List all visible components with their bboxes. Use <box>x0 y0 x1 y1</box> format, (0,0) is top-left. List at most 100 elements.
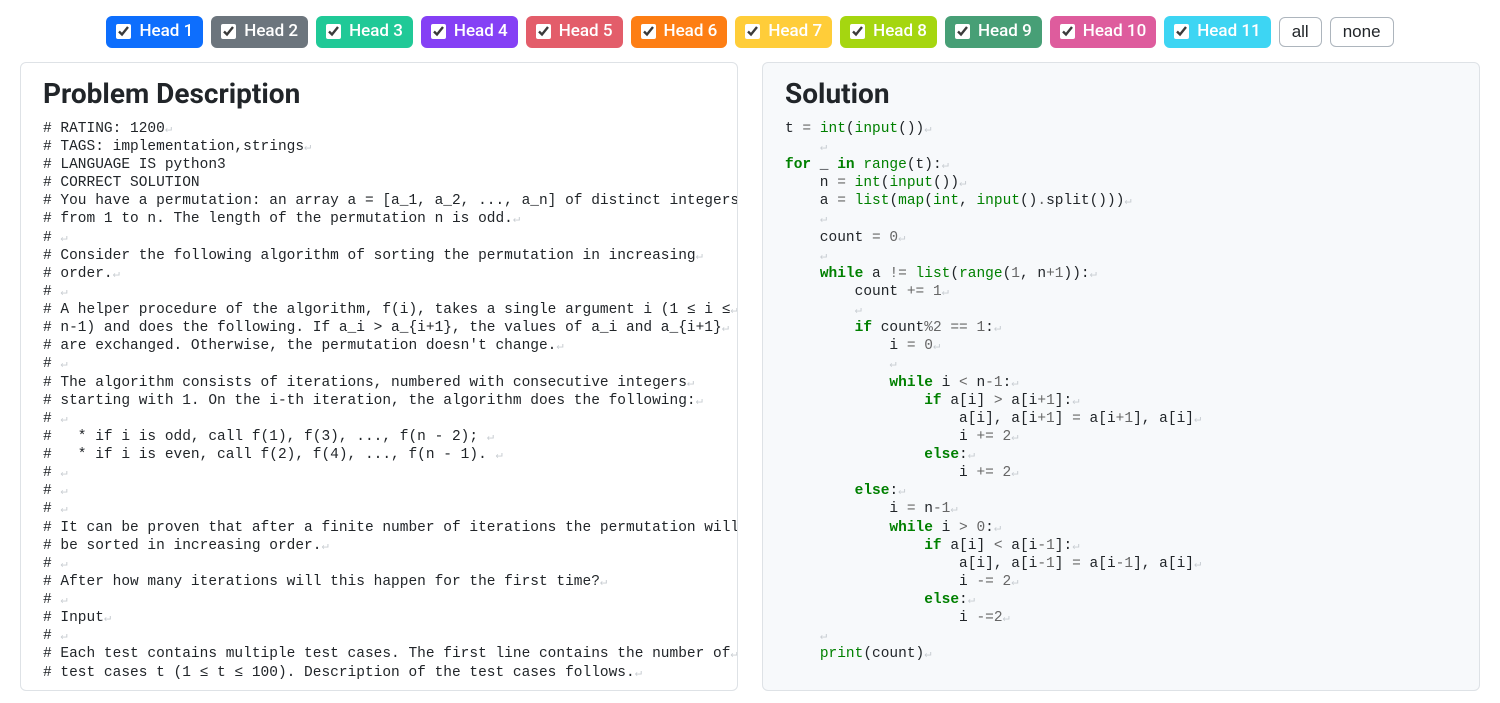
code-line: ↵ <box>785 355 1457 373</box>
code-line: while i < n-1:↵ <box>785 374 1457 392</box>
code-line: # are exchanged. Otherwise, the permutat… <box>43 337 715 355</box>
head-chip-6[interactable]: Head 6 <box>631 16 728 48</box>
head-checkbox-7[interactable] <box>745 24 760 39</box>
head-chip-8[interactable]: Head 8 <box>840 16 937 48</box>
head-label: Head 5 <box>559 20 613 44</box>
code-line: # Input↵ <box>43 609 715 627</box>
code-line: for _ in range(t):↵ <box>785 156 1457 174</box>
head-chip-5[interactable]: Head 5 <box>526 16 623 48</box>
code-line: ↵ <box>785 138 1457 156</box>
code-line: i -= 2↵ <box>785 573 1457 591</box>
code-line: # * if i is odd, call f(1), f(3), ..., f… <box>43 428 715 446</box>
code-line: ↵ <box>785 301 1457 319</box>
code-line: else:↵ <box>785 591 1457 609</box>
code-line: i += 2↵ <box>785 428 1457 446</box>
code-line: # ↵ <box>43 355 715 373</box>
solution-code: t = int(input())↵ ↵for _ in range(t):↵ n… <box>785 120 1457 664</box>
code-line: # After how many iterations will this ha… <box>43 573 715 591</box>
head-label: Head 1 <box>139 20 193 44</box>
code-line: while i > 0:↵ <box>785 519 1457 537</box>
head-label: Head 11 <box>1197 20 1260 44</box>
code-line: ↵ <box>785 210 1457 228</box>
code-line: a[i], a[i+1] = a[i+1], a[i]↵ <box>785 410 1457 428</box>
code-line: else:↵ <box>785 482 1457 500</box>
solution-panel: Solution t = int(input())↵ ↵for _ in ran… <box>762 62 1480 691</box>
code-line: i = n-1↵ <box>785 500 1457 518</box>
head-checkbox-1[interactable] <box>116 24 131 39</box>
head-label: Head 4 <box>454 20 508 44</box>
code-line: i += 2↵ <box>785 464 1457 482</box>
code-line: # starting with 1. On the i-th iteration… <box>43 392 715 410</box>
code-line: # RATING: 1200↵ <box>43 120 715 138</box>
code-line: n = int(input())↵ <box>785 174 1457 192</box>
code-line: # test cases t (1 ≤ t ≤ 100). Descriptio… <box>43 664 715 682</box>
code-line: # Consider the following algorithm of so… <box>43 247 715 265</box>
code-line: # It can be proven that after a finite n… <box>43 519 715 537</box>
code-line: print(count)↵ <box>785 645 1457 663</box>
code-line: # ↵ <box>43 627 715 645</box>
head-label: Head 2 <box>244 20 298 44</box>
code-line: t = int(input())↵ <box>785 120 1457 138</box>
code-line: ↵ <box>785 247 1457 265</box>
head-chip-10[interactable]: Head 10 <box>1050 16 1156 48</box>
code-line: # LANGUAGE IS python3 <box>43 156 715 174</box>
code-line: # ↵ <box>43 591 715 609</box>
head-chip-11[interactable]: Head 11 <box>1164 16 1270 48</box>
head-checkbox-8[interactable] <box>850 24 865 39</box>
code-line: if a[i] < a[i-1]:↵ <box>785 537 1457 555</box>
code-line: # You have a permutation: an array a = [… <box>43 192 715 210</box>
solution-title: Solution <box>785 77 1457 110</box>
code-line: i -=2↵ <box>785 609 1457 627</box>
head-chip-9[interactable]: Head 9 <box>945 16 1042 48</box>
head-checkbox-11[interactable] <box>1174 24 1189 39</box>
code-line: # n-1) and does the following. If a_i > … <box>43 319 715 337</box>
code-line: # CORRECT SOLUTION <box>43 174 715 192</box>
code-line: # ↵ <box>43 464 715 482</box>
code-line: # ↵ <box>43 555 715 573</box>
problem-title: Problem Description <box>43 77 715 110</box>
head-checkbox-6[interactable] <box>641 24 656 39</box>
head-label: Head 6 <box>664 20 718 44</box>
head-checkbox-4[interactable] <box>431 24 446 39</box>
head-checkbox-2[interactable] <box>221 24 236 39</box>
problem-panel: Problem Description # RATING: 1200↵# TAG… <box>20 62 738 691</box>
code-line: # TAGS: implementation,strings↵ <box>43 138 715 156</box>
code-line: # ↵ <box>43 229 715 247</box>
code-line: # ↵ <box>43 283 715 301</box>
head-label: Head 8 <box>873 20 927 44</box>
head-checkbox-9[interactable] <box>955 24 970 39</box>
code-line: while a != list(range(1, n+1)):↵ <box>785 265 1457 283</box>
none-button[interactable]: none <box>1330 17 1394 47</box>
code-line: # Each test contains multiple test cases… <box>43 645 715 663</box>
problem-code: # RATING: 1200↵# TAGS: implementation,st… <box>43 120 715 682</box>
head-chip-2[interactable]: Head 2 <box>211 16 308 48</box>
code-line: ↵ <box>785 627 1457 645</box>
code-line: else:↵ <box>785 446 1457 464</box>
code-line: # be sorted in increasing order.↵ <box>43 537 715 555</box>
head-label: Head 3 <box>349 20 403 44</box>
code-line: # from 1 to n. The length of the permuta… <box>43 210 715 228</box>
code-line: count = 0↵ <box>785 229 1457 247</box>
head-chip-4[interactable]: Head 4 <box>421 16 518 48</box>
code-line: a[i], a[i-1] = a[i-1], a[i]↵ <box>785 555 1457 573</box>
head-checkbox-3[interactable] <box>326 24 341 39</box>
head-label: Head 10 <box>1083 20 1146 44</box>
all-button[interactable]: all <box>1279 17 1322 47</box>
code-line: i = 0↵ <box>785 337 1457 355</box>
head-chip-3[interactable]: Head 3 <box>316 16 413 48</box>
code-line: count += 1↵ <box>785 283 1457 301</box>
head-checkbox-5[interactable] <box>536 24 551 39</box>
code-line: if a[i] > a[i+1]:↵ <box>785 392 1457 410</box>
code-line: if count%2 == 1:↵ <box>785 319 1457 337</box>
head-label: Head 9 <box>978 20 1032 44</box>
code-line: # A helper procedure of the algorithm, f… <box>43 301 715 319</box>
head-chip-1[interactable]: Head 1 <box>106 16 203 48</box>
code-line: a = list(map(int, input().split()))↵ <box>785 192 1457 210</box>
head-toggle-row: Head 1 Head 2 Head 3 Head 4 Head 5 Head 6 Head… <box>20 10 1480 62</box>
head-label: Head 7 <box>768 20 822 44</box>
code-line: # order.↵ <box>43 265 715 283</box>
code-line: # ↵ <box>43 482 715 500</box>
head-checkbox-10[interactable] <box>1060 24 1075 39</box>
head-chip-7[interactable]: Head 7 <box>735 16 832 48</box>
code-line: # The algorithm consists of iterations, … <box>43 374 715 392</box>
